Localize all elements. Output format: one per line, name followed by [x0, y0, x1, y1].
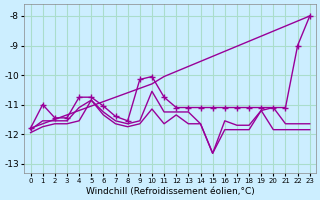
X-axis label: Windchill (Refroidissement éolien,°C): Windchill (Refroidissement éolien,°C): [86, 187, 254, 196]
